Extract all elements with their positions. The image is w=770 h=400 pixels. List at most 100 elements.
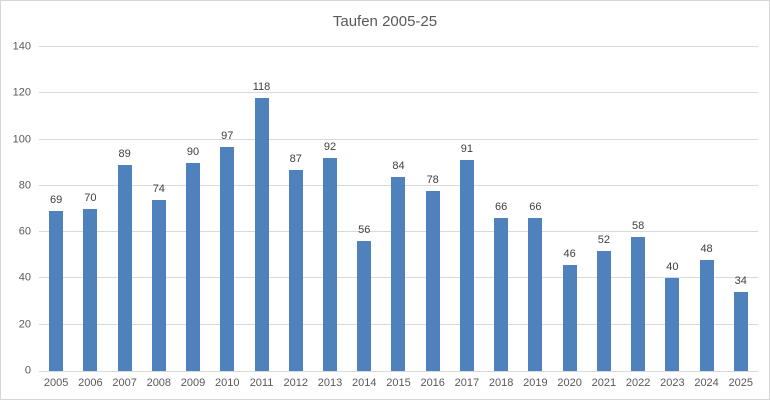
y-axis: 0 20 40 60 80 100 120 140 [1,41,31,376]
bar-slot-2018: 66 2018 [484,47,518,389]
x-tick-label-2012: 2012 [283,377,308,389]
bar-slot-2012: 87 2012 [279,47,313,388]
bar-slot-2005: 69 2005 [39,47,73,389]
data-label-2006: 70 [84,192,97,204]
bar-slot-2024: 48 2024 [689,47,723,388]
x-tick-label-2014: 2014 [351,377,377,389]
gridline-y-120 [39,92,758,94]
bar-slot-2007: 89 2007 [107,47,141,389]
bar-2013 [322,158,337,371]
y-tick-label: 60 [18,225,31,238]
x-tick-label-2011: 2011 [249,377,274,389]
data-label-2015: 84 [392,159,405,172]
x-tick-label-2009: 2009 [180,377,206,389]
bar-2016 [425,190,440,371]
bar-2012 [288,169,303,371]
x-tick-label-2022: 2022 [625,377,651,389]
bar-series: 69 2005 70 2006 89 2007 74 2008 90 2009 97 2010 118 2… [39,47,758,389]
data-label-2009: 90 [186,145,200,158]
x-tick-label-2008: 2008 [146,377,172,389]
data-label-2010: 97 [221,129,234,142]
data-label-2025: 34 [734,275,747,288]
bar-slot-2020: 46 2020 [553,47,587,388]
data-label-2013: 92 [323,141,337,154]
bar-slot-2013: 92 2013 [313,47,347,389]
bar-slot-2023: 40 2023 [655,47,689,389]
data-label-2024: 48 [700,242,713,255]
bar-2017 [459,160,474,371]
data-label-2014: 56 [358,224,371,237]
x-tick-label-2018: 2018 [488,377,514,389]
x-tick-label-2006: 2006 [78,377,103,389]
gridline-y-100 [39,138,758,140]
x-tick-label-2024: 2024 [694,377,719,389]
bar-2007 [117,165,132,371]
y-tick-label: 100 [12,133,31,146]
bar-slot-2006: 70 2006 [73,47,107,389]
bar-slot-2021: 52 2021 [587,47,621,388]
bar-2008 [151,199,166,371]
data-label-2007: 89 [118,148,131,161]
bar-2021 [596,250,611,371]
x-tick-label-2021: 2021 [591,377,617,389]
x-tick-label-2016: 2016 [420,377,445,389]
x-tick-label-2019: 2019 [523,377,548,389]
bar-slot-2019: 66 2019 [518,47,552,389]
x-tick-label-2005: 2005 [43,377,69,389]
bar-2009 [186,162,201,371]
bar-2006 [83,209,98,371]
y-tick-label: 0 [24,364,31,377]
data-label-2008: 74 [152,182,165,195]
bar-2015 [391,176,406,371]
bar-slot-2015: 84 2015 [381,47,415,388]
data-label-2011: 118 [252,80,271,93]
bar-2011 [254,97,269,371]
y-tick-label: 80 [18,179,31,192]
x-tick-label-2017: 2017 [454,377,480,389]
bar-2022 [631,236,646,371]
data-label-2018: 66 [495,201,508,214]
bar-slot-2014: 56 2014 [347,47,381,389]
y-tick-label: 120 [12,86,31,99]
y-tick-label: 40 [18,271,31,284]
data-label-2005: 69 [49,194,63,207]
data-label-2012: 87 [289,152,302,165]
gridline-y-140 [39,46,758,47]
bar-2025 [733,292,748,371]
bar-slot-2008: 74 2008 [142,47,176,388]
bar-2005 [49,211,64,371]
bar-slot-2017: 91 2017 [450,47,484,389]
bar-2010 [220,146,235,371]
bar-slot-2009: 90 2009 [176,47,210,388]
bar-slot-2011: 118 2011 [244,47,278,388]
data-label-2017: 91 [460,143,474,156]
bar-slot-2016: 78 2016 [416,47,450,389]
data-label-2016: 78 [426,173,439,186]
bar-2020 [562,264,577,371]
plot-area: 69 2005 70 2006 89 2007 74 2008 90 2009 97 2010 118 2… [39,46,758,389]
bar-2024 [699,259,714,371]
x-tick-label-2023: 2023 [660,377,685,389]
bar-2023 [665,278,680,371]
data-label-2023: 40 [666,261,679,274]
bar-slot-2025: 34 2025 [724,47,758,389]
x-tick-label-2015: 2015 [386,377,411,389]
bar-slot-2010: 97 2010 [210,47,244,388]
bar-slot-2022: 58 2022 [621,47,655,388]
data-label-2022: 58 [631,219,645,232]
bar-2014 [357,241,372,371]
data-label-2019: 66 [529,201,542,214]
y-tick-label: 20 [18,318,31,331]
y-tick-label: 140 [12,40,31,53]
bar-2018 [494,218,509,371]
x-tick-label-2007: 2007 [112,377,137,389]
x-tick-label-2013: 2013 [317,377,343,389]
chart-title: Taufen 2005-25 [332,13,438,30]
data-label-2020: 46 [563,247,576,260]
x-tick-label-2025: 2025 [728,377,754,389]
data-label-2021: 52 [597,233,610,246]
bar-2019 [528,218,543,371]
x-tick-label-2010: 2010 [215,377,240,389]
x-tick-label-2020: 2020 [557,377,582,389]
